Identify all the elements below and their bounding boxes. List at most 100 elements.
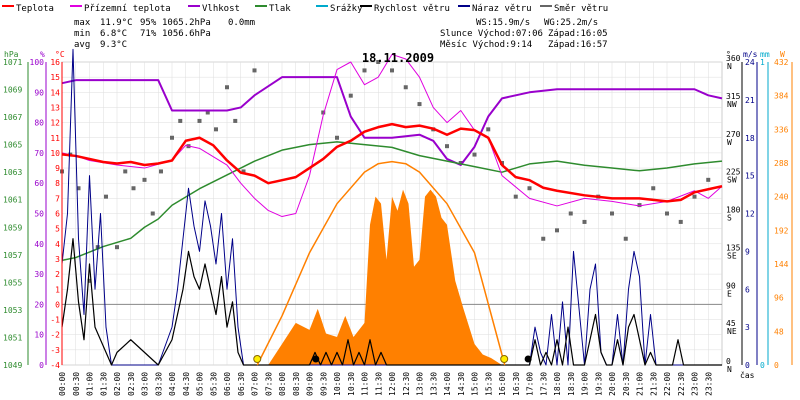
wind-direction-point: [115, 245, 119, 250]
tick-x: 17:30: [539, 372, 548, 396]
tick-press: 1051: [3, 333, 22, 342]
tick-temp: 10: [50, 149, 60, 158]
tick-press: 1069: [3, 86, 22, 95]
tick-x: 06:00: [223, 372, 232, 396]
tick-solar: 240: [774, 193, 789, 202]
wind-direction-point: [390, 68, 394, 73]
stat-mesic-zapad: Západ:16:57: [548, 40, 608, 50]
axis-unit: hPa: [4, 50, 19, 59]
tick-dir-deg: 0: [726, 357, 731, 366]
axis-unit: %: [40, 50, 45, 59]
series-tlak: [61, 141, 723, 262]
tick-temp: 2: [55, 270, 60, 279]
tick-solar: 384: [774, 92, 789, 101]
tick-x: 14:30: [457, 372, 466, 396]
tick-solar: 0: [774, 361, 779, 370]
wind-direction-point: [348, 93, 353, 98]
tick-x: 03:30: [154, 372, 163, 396]
tick-hum: 100: [30, 58, 45, 67]
tick-dir-label: NE: [727, 327, 737, 336]
chart-title: 18.11.2009: [362, 51, 434, 65]
tick-x: 17:00: [526, 372, 535, 396]
axis-unit: °C: [55, 50, 65, 59]
tick-x: 22:00: [663, 372, 672, 396]
tick-dir-label: N: [727, 365, 732, 374]
tick-x: 04:30: [182, 372, 191, 396]
tick-x: 07:30: [264, 372, 273, 396]
tick-solar: 96: [774, 294, 784, 303]
tick-temp: 3: [55, 255, 60, 264]
wind-direction-point: [417, 102, 422, 107]
tick-wind: 3: [745, 323, 750, 332]
legend-swatch-srazky: [316, 5, 328, 7]
stat-min-label: min: [74, 29, 90, 39]
stat-avg-label: avg: [74, 40, 90, 50]
wind-direction-point: [159, 169, 163, 174]
tick-temp: -2: [50, 331, 60, 340]
legend: Teplota Přízemní teplota Vlhkost Tlak Srážky…: [2, 4, 608, 14]
tick-solar: 192: [774, 226, 789, 235]
tick-wind: 6: [745, 285, 750, 294]
tick-x: 11:00: [361, 372, 370, 396]
tick-x: 12:30: [402, 372, 411, 396]
tick-wind: 15: [745, 172, 755, 181]
tick-hum: 80: [34, 119, 44, 128]
axis-unit-right: mm: [760, 50, 770, 59]
stat-max-hum: 95%: [140, 18, 157, 28]
stats-panel: max 11.9°C 95% 1065.2hPa 0.0mm min 6.8°C…: [74, 18, 608, 50]
tick-press: 1049: [3, 361, 22, 370]
legend-swatch-smer: [540, 5, 552, 7]
wind-direction-point: [445, 144, 449, 149]
wind-direction-point: [623, 236, 628, 241]
wind-direction-point: [678, 219, 683, 224]
stat-max-label: max: [74, 18, 91, 28]
tick-x: 00:00: [58, 372, 67, 396]
series-vlhkost: [61, 76, 723, 167]
tick-press: 1057: [3, 251, 22, 260]
tick-hum: 10: [34, 331, 44, 340]
tick-rain: 0: [760, 361, 765, 370]
tick-dir-label: NW: [727, 100, 737, 109]
legend-label-smer: Směr větru: [554, 4, 608, 14]
tick-hum: 70: [34, 149, 44, 158]
wind-direction-point: [142, 177, 147, 182]
stat-slunce: Slunce Východ:07:06: [440, 29, 543, 39]
tick-x: 20:30: [622, 372, 631, 396]
tick-dir-label: E: [727, 289, 732, 298]
wind-direction-point: [225, 85, 229, 90]
tick-temp: 9: [55, 164, 60, 173]
tick-dir-label: SE: [727, 251, 737, 260]
tick-x: 01:00: [86, 372, 95, 396]
legend-swatch-vlhkost: [188, 5, 200, 7]
wind-direction-point: [170, 135, 174, 140]
tick-x: 05:00: [196, 372, 205, 396]
tick-wind: 9: [745, 247, 750, 256]
tick-dir-label: S: [727, 214, 732, 223]
tick-x: 03:00: [141, 372, 150, 396]
tick-x: 01:30: [99, 372, 108, 396]
tick-temp: 5: [55, 225, 60, 234]
wind-direction-point: [706, 177, 711, 182]
tick-x: 02:30: [127, 372, 136, 396]
tick-x: 10:30: [347, 372, 356, 396]
wind-direction-point: [104, 194, 108, 199]
wind-direction-point: [692, 194, 697, 199]
tick-temp: 14: [50, 88, 60, 97]
tick-x: 19:00: [581, 372, 590, 396]
tick-temp: -3: [50, 346, 60, 355]
wind-direction-point: [665, 211, 669, 216]
wind-direction-point: [233, 118, 238, 123]
series-teplota: [61, 122, 723, 203]
tick-x: 21:30: [649, 372, 658, 396]
solar-radiation-area: [268, 189, 502, 365]
tick-dir-label: SW: [727, 176, 737, 185]
tick-x: 23:00: [691, 372, 700, 396]
stat-min-hum: 71%: [140, 29, 157, 39]
tick-x: 05:30: [209, 372, 218, 396]
tick-x: 15:30: [484, 372, 493, 396]
wind-direction-point: [403, 85, 408, 90]
wind-direction-point: [555, 228, 559, 233]
legend-label-pocitova: Přízemní teplota: [84, 4, 171, 14]
